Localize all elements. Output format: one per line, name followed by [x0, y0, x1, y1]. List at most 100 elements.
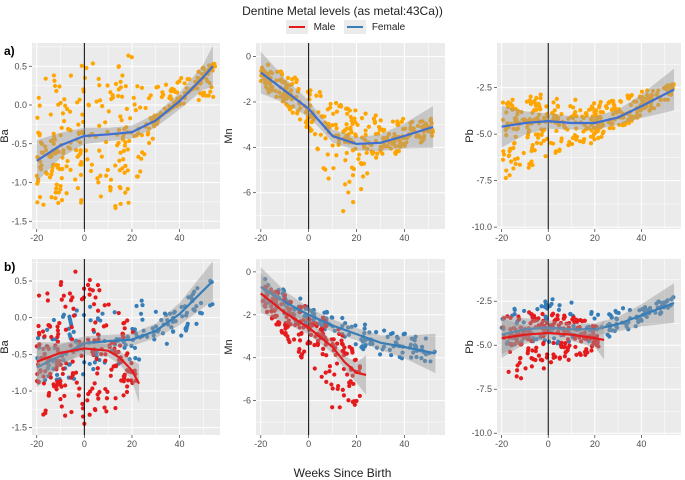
data-point [364, 150, 369, 156]
data-point-male [102, 303, 107, 308]
data-point-female [605, 332, 610, 337]
data-point [381, 128, 387, 133]
data-point-male [314, 321, 319, 326]
data-point-male [124, 353, 129, 358]
data-point-female [179, 333, 184, 338]
data-point [82, 75, 88, 81]
data-point-male [70, 371, 76, 376]
panel-6: -10.0 -7.5 -5.0 -2.5 -20 0 20 40 Pb [464, 259, 681, 449]
data-point [298, 106, 303, 111]
data-point [341, 129, 346, 135]
data-point [139, 133, 144, 138]
data-point [323, 136, 328, 141]
data-point-male [337, 405, 342, 410]
data-point-male [97, 288, 102, 293]
data-point [331, 166, 336, 171]
data-point [634, 113, 639, 118]
data-point-female [614, 316, 619, 321]
data-point-male [113, 396, 118, 401]
data-point-male [108, 373, 113, 378]
data-point [168, 94, 173, 99]
data-point [75, 186, 80, 191]
data-point [390, 119, 395, 124]
data-point-female [343, 321, 348, 326]
data-point-female [153, 324, 159, 329]
data-point-female [373, 330, 379, 335]
data-point-female [422, 358, 428, 364]
data-point [208, 89, 213, 94]
data-point-male [91, 327, 96, 333]
data-point-male [299, 330, 304, 336]
data-point [314, 93, 319, 98]
data-point-female [547, 339, 552, 344]
data-point [508, 159, 514, 164]
data-point-male [533, 349, 538, 354]
data-point-male [315, 341, 321, 347]
x-tick-label: 40 [636, 233, 646, 243]
data-point-female [74, 308, 79, 313]
data-point-female [180, 314, 185, 319]
data-point [57, 84, 62, 89]
panel-3: -10.0 -7.5 -5.0 -2.5 -20 0 20 40 Pb [464, 43, 681, 243]
data-point-male [263, 304, 268, 309]
data-point [349, 130, 354, 135]
y-tick-label: -6 [243, 396, 251, 406]
data-point [586, 126, 591, 131]
data-point-male [297, 338, 303, 343]
data-point-male [41, 381, 47, 386]
confidence-band [501, 318, 605, 360]
data-point [606, 120, 611, 125]
data-point [277, 90, 282, 95]
data-point [83, 148, 89, 153]
data-point [562, 125, 568, 131]
data-point-male [120, 333, 125, 338]
data-point-male [90, 386, 95, 391]
data-point [36, 177, 41, 182]
data-point-male [341, 349, 346, 354]
data-point [52, 78, 57, 83]
data-point-male [309, 323, 314, 328]
data-point [49, 195, 54, 200]
data-point-male [541, 318, 546, 323]
data-point [81, 89, 86, 94]
data-point-male [350, 373, 355, 378]
data-point [571, 105, 576, 110]
data-point [67, 146, 72, 151]
data-point [422, 133, 427, 139]
data-point-male [592, 339, 597, 344]
data-point-male [340, 387, 345, 392]
data-point [522, 117, 527, 122]
data-point [524, 99, 529, 104]
data-point-female [615, 325, 620, 330]
data-point-male [572, 336, 578, 341]
data-point [392, 131, 397, 137]
data-point-female [362, 331, 367, 336]
data-point-female [607, 327, 612, 333]
data-point-male [344, 351, 349, 356]
data-point-male [77, 386, 82, 391]
data-point [650, 88, 656, 94]
data-point-female [669, 297, 674, 302]
data-point-male [92, 381, 97, 386]
data-point-male [37, 342, 42, 347]
data-point-male [298, 305, 304, 310]
data-point [147, 126, 152, 131]
data-point-male [70, 359, 75, 364]
data-point-male [270, 314, 275, 319]
data-point-male [69, 375, 74, 380]
data-point-male [51, 384, 57, 389]
data-point-male [49, 334, 54, 340]
data-point [113, 203, 118, 209]
data-point [117, 158, 122, 163]
data-point-female [61, 312, 66, 317]
data-point-male [562, 345, 567, 350]
data-point-female [35, 356, 40, 361]
data-point-male [104, 396, 110, 401]
data-point [184, 86, 189, 91]
data-point-male [125, 384, 130, 389]
data-point-female [140, 302, 145, 308]
data-point [366, 124, 372, 129]
data-point-male [340, 342, 345, 347]
data-point-male [67, 291, 73, 296]
